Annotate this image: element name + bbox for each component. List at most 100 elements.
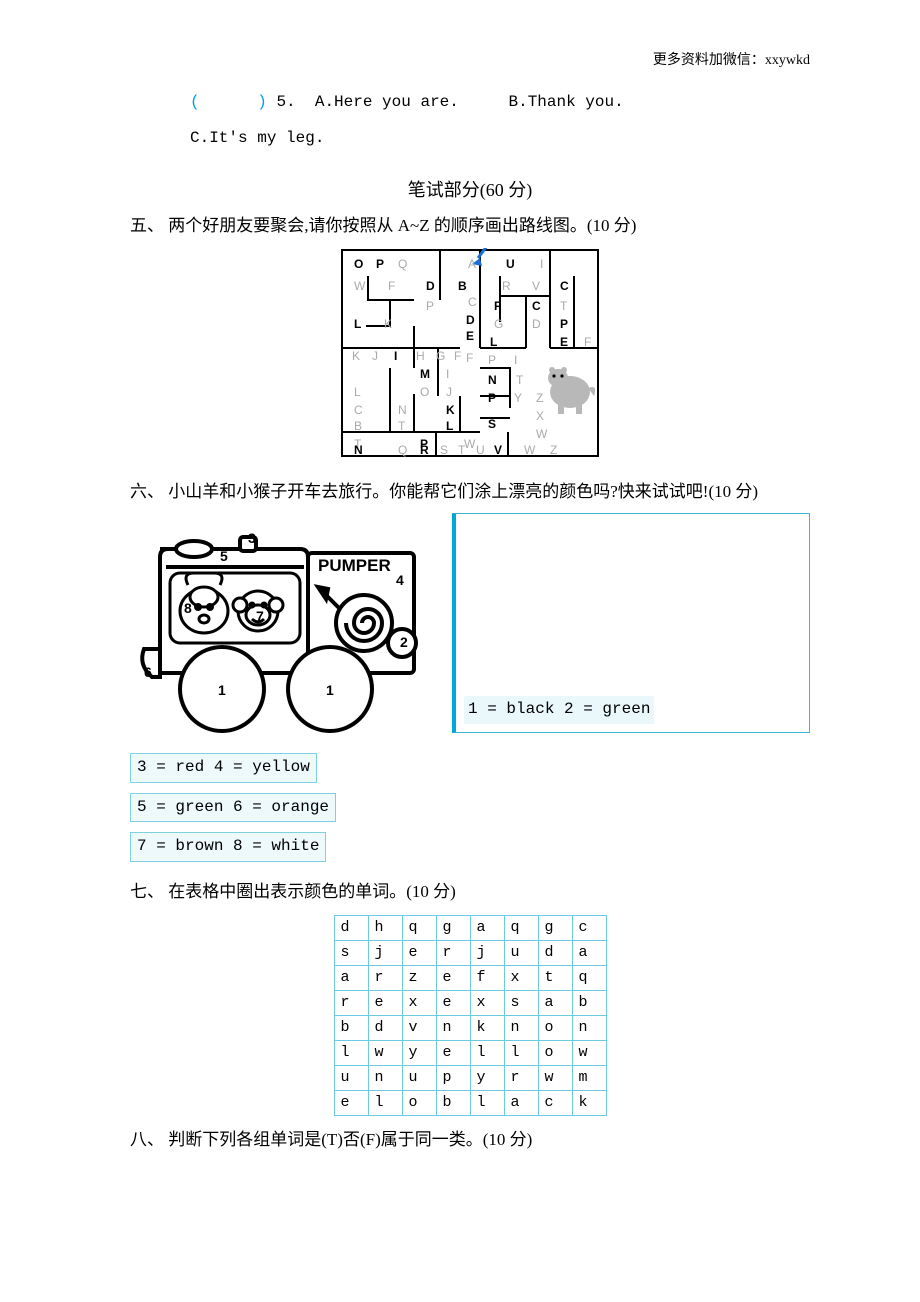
grid-cell: l (470, 1040, 504, 1065)
svg-text:T: T (398, 419, 406, 433)
svg-text:R: R (420, 443, 429, 457)
svg-text:I: I (394, 349, 397, 363)
table-row: sjerjuda (334, 940, 606, 965)
grid-cell: u (402, 1065, 436, 1090)
grid-cell: o (538, 1015, 572, 1040)
q5-opt-a: A.Here you are. (315, 93, 459, 111)
table-row: unupyrwm (334, 1065, 606, 1090)
grid-cell: a (572, 940, 606, 965)
grid-cell: w (572, 1040, 606, 1065)
svg-text:D: D (466, 313, 475, 327)
grid-cell: j (470, 940, 504, 965)
legend-line-1: 1 = black 2 = green (464, 696, 654, 724)
grid-cell: d (368, 1015, 402, 1040)
grid-cell: c (572, 915, 606, 940)
svg-text:I: I (514, 353, 517, 367)
grid-cell: n (368, 1065, 402, 1090)
grid-cell: j (368, 940, 402, 965)
svg-text:L: L (354, 385, 361, 399)
grid-cell: r (368, 965, 402, 990)
svg-text:J: J (446, 385, 452, 399)
svg-text:K: K (384, 317, 392, 331)
grid-cell: b (572, 990, 606, 1015)
svg-text:W: W (524, 443, 536, 457)
grid-cell: r (334, 990, 368, 1015)
svg-text:N: N (488, 373, 497, 387)
q5-num: 5. (276, 93, 295, 111)
table-row: bdvnknon (334, 1015, 606, 1040)
grid-cell: g (436, 915, 470, 940)
svg-text:P: P (426, 299, 434, 313)
svg-text:F: F (466, 351, 473, 365)
grid-cell: e (402, 940, 436, 965)
grid-cell: a (538, 990, 572, 1015)
grid-cell: e (436, 990, 470, 1015)
svg-text:T: T (458, 443, 466, 457)
svg-text:C: C (468, 295, 477, 309)
svg-text:P: P (376, 257, 384, 271)
svg-text:2: 2 (400, 634, 408, 650)
grid-cell: r (436, 940, 470, 965)
svg-text:1: 1 (326, 682, 334, 698)
svg-text:F: F (454, 349, 461, 363)
written-title: 笔试部分(60 分) (130, 176, 810, 205)
grid-cell: e (436, 1040, 470, 1065)
sec6-head: 六、 小山羊和小猴子开车去旅行。你能帮它们涂上漂亮的颜色吗?快来试试吧!(10 … (130, 478, 810, 505)
grid-cell: l (334, 1040, 368, 1065)
svg-text:T: T (516, 373, 524, 387)
svg-text:V: V (494, 443, 502, 457)
svg-text:O: O (354, 257, 363, 271)
grid-cell: g (538, 915, 572, 940)
grid-cell: o (402, 1090, 436, 1115)
svg-text:C: C (532, 299, 541, 313)
grid-cell: e (334, 1090, 368, 1115)
q5-opt-c: C.It's my leg. (190, 126, 810, 152)
grid-cell: y (470, 1065, 504, 1090)
grid-cell: k (470, 1015, 504, 1040)
table-row: lwyellow (334, 1040, 606, 1065)
legend-line-4: 7 = brown 8 = white (130, 832, 326, 862)
grid-cell: d (538, 940, 572, 965)
grid-cell: m (572, 1065, 606, 1090)
grid-cell: a (470, 915, 504, 940)
grid-cell: n (436, 1015, 470, 1040)
svg-text:J: J (372, 349, 378, 363)
grid-cell: x (504, 965, 538, 990)
grid-cell: y (402, 1040, 436, 1065)
svg-text:P: P (560, 317, 568, 331)
grid-cell: p (436, 1065, 470, 1090)
grid-cell: u (504, 940, 538, 965)
grid-cell: n (572, 1015, 606, 1040)
grid-cell: l (470, 1090, 504, 1115)
legend-line-2: 3 = red 4 = yellow (130, 753, 317, 783)
grid-cell: q (572, 965, 606, 990)
svg-text:K: K (446, 403, 455, 417)
svg-text:A: A (468, 257, 476, 271)
header-note: 更多资料加微信：xxywkd (130, 50, 810, 72)
svg-text:P: P (488, 353, 496, 367)
pumper-label: PUMPER (318, 556, 391, 575)
svg-text:G: G (436, 349, 445, 363)
grid-cell: w (538, 1065, 572, 1090)
grid-cell: t (538, 965, 572, 990)
svg-text:E: E (560, 335, 568, 349)
svg-text:8: 8 (184, 600, 192, 616)
grid-cell: a (504, 1090, 538, 1115)
svg-text:5: 5 (220, 548, 228, 564)
svg-text:W: W (354, 279, 366, 293)
grid-cell: q (402, 915, 436, 940)
svg-text:Z: Z (550, 443, 557, 457)
svg-text:I: I (446, 367, 449, 381)
q5-line: ( ) 5. A.Here you are. B.Thank you. (190, 90, 810, 116)
svg-text:3: 3 (248, 530, 256, 546)
maze-svg: OPQ A UI WFD BC RVC P D FCT LK E GDP KJI… (340, 248, 600, 458)
svg-text:W: W (464, 437, 476, 451)
table-row: arzefxtq (334, 965, 606, 990)
svg-text:D: D (532, 317, 541, 331)
grid-cell: o (538, 1040, 572, 1065)
svg-text:U: U (506, 257, 515, 271)
grid-cell: s (504, 990, 538, 1015)
svg-text:Y: Y (514, 391, 522, 405)
table-row: dhqgaqgc (334, 915, 606, 940)
grid-cell: n (504, 1015, 538, 1040)
